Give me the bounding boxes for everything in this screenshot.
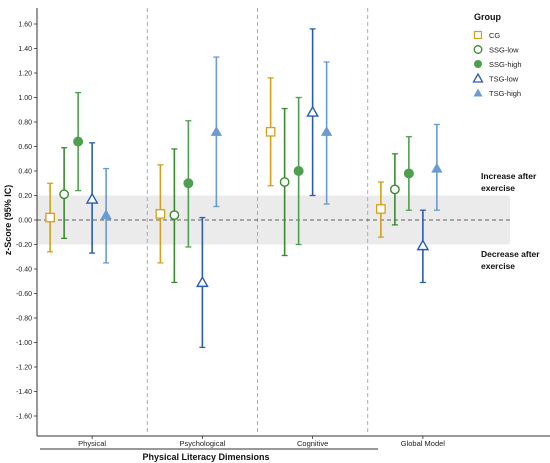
y-tick-label: 0.20	[18, 193, 32, 200]
point-marker	[376, 204, 386, 214]
point-marker	[59, 189, 70, 200]
point-marker	[45, 212, 55, 223]
category-label: Physical	[78, 439, 106, 448]
annotation-decrease: Decrease after	[481, 249, 540, 259]
point-marker	[293, 166, 304, 176]
legend-marker	[473, 45, 483, 54]
y-tick-label: -1.20	[16, 365, 32, 372]
y-tick-label: 1.60	[18, 22, 32, 29]
point-marker	[403, 168, 414, 179]
y-tick-label: -1.00	[16, 340, 32, 347]
legend: Group CG SSG-low SSG-high TSG-low TSG-high	[472, 12, 522, 98]
legend-marker	[473, 88, 483, 97]
point-marker	[73, 136, 84, 147]
point-marker	[320, 125, 333, 136]
y-tick-label: -0.60	[16, 291, 32, 298]
point-marker	[210, 125, 223, 136]
legend-label: TSG-low	[489, 75, 519, 84]
y-tick-label: 0.60	[18, 144, 32, 151]
legend-marker	[474, 60, 482, 68]
point-marker	[183, 178, 194, 189]
legend-marker	[472, 72, 484, 83]
point-marker	[431, 162, 443, 173]
x-axis-title: Physical Literacy Dimensions	[142, 452, 269, 462]
legend-label: SSG-high	[489, 60, 522, 69]
y-tick-label: -1.60	[16, 414, 32, 421]
legend-title: Group	[474, 12, 501, 22]
y-tick-label: -1.40	[16, 389, 32, 396]
y-tick-label: 0.80	[18, 120, 32, 127]
point-marker	[195, 275, 209, 288]
y-tick-label: 0.00	[18, 218, 32, 225]
legend-label: TSG-high	[489, 89, 521, 98]
point-marker	[85, 192, 99, 204]
point-marker	[416, 239, 430, 251]
y-tick-label: 1.20	[18, 71, 32, 78]
annotation-increase: Increase after	[481, 171, 537, 181]
y-tick-label: -0.20	[16, 242, 32, 249]
point-marker	[265, 126, 276, 137]
y-axis-title: z-Score (95% IC)	[3, 185, 13, 256]
legend-marker	[473, 30, 483, 40]
y-tick-label: 1.40	[18, 46, 32, 53]
y-tick-label: 0.40	[18, 169, 32, 176]
point-marker	[306, 105, 320, 117]
annotation-increase: exercise	[481, 183, 515, 193]
category-label: Psychological	[179, 439, 225, 448]
legend-label: CG	[489, 31, 500, 40]
point-marker	[169, 210, 180, 221]
y-tick-label: -0.80	[16, 316, 32, 323]
annotation-decrease: exercise	[481, 261, 515, 271]
y-tick-label: -0.40	[16, 267, 32, 274]
category-label: Cognitive	[297, 439, 328, 448]
point-marker	[100, 209, 112, 220]
point-marker	[389, 184, 400, 195]
y-tick-label: 1.00	[18, 95, 32, 102]
point-marker	[279, 177, 290, 187]
point-marker	[155, 209, 166, 219]
legend-label: SSG-low	[489, 46, 519, 55]
category-label: Global Model	[401, 439, 446, 448]
